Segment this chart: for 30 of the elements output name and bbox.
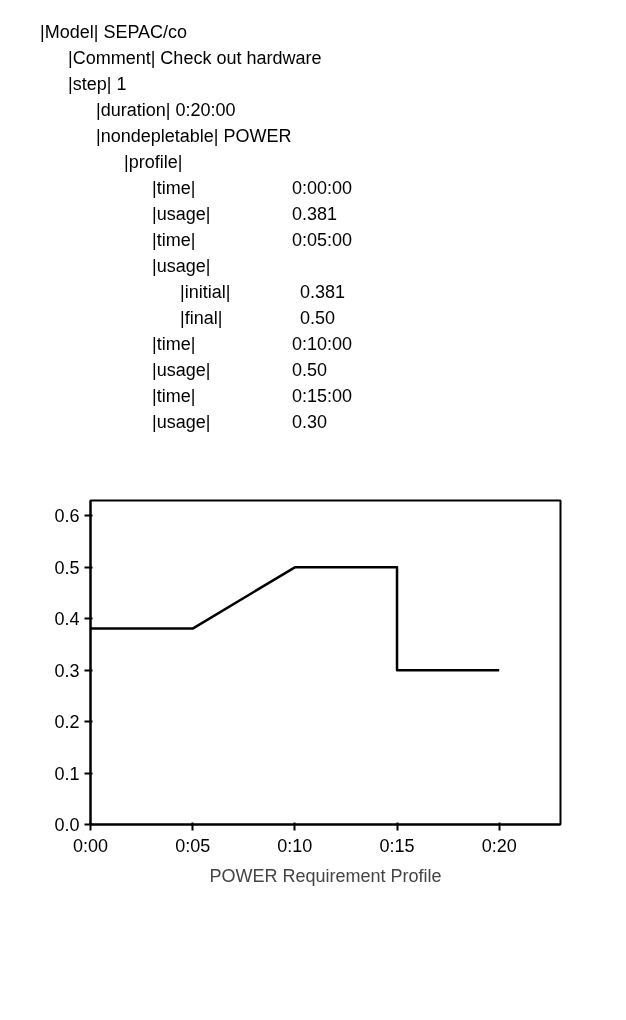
text: |time| 0:00:00 [152, 178, 353, 198]
text: |final| 0.50 [180, 308, 336, 328]
text: |Model| SEPAC/co [40, 21, 189, 44]
text: |usage| [152, 411, 212, 434]
text: |time| 0:05:00 [152, 230, 353, 250]
y-tick-label: 0.0 [54, 815, 80, 835]
x-tick-label: 0:05 [175, 835, 211, 856]
text: |duration| 0:20:00 [96, 99, 237, 122]
text: |initial| 0.381 [180, 282, 346, 302]
text: |time| 0:15:00 [152, 386, 353, 406]
text: |usage| [152, 256, 211, 276]
x-tick-label: 0:15 [379, 835, 415, 856]
y-tick-label: 0.3 [54, 660, 80, 681]
y-tick-label: 0.5 [54, 557, 80, 578]
text: |profile| [124, 151, 184, 174]
text: |time| 0:10:00 [152, 334, 353, 354]
y-tick-label: 0.6 [54, 506, 80, 527]
x-tick-label: 0:10 [277, 835, 313, 856]
y-tick-label: 0.2 [54, 712, 80, 733]
text: POWER Requirement Profile [209, 865, 442, 886]
text: |nondepletable| POWER [96, 125, 293, 148]
x-tick-label: 0:20 [481, 835, 517, 856]
text: |usage| 0.381 [152, 204, 338, 224]
y-tick-label: 0.1 [54, 763, 80, 784]
x-tick-label: 0:00 [72, 835, 109, 856]
y-tick-label: 0.4 [54, 609, 80, 630]
text: 0.30 [292, 412, 328, 432]
text: |step| 1 [68, 73, 128, 96]
text: |usage| 0.50 [152, 360, 328, 380]
text: |Comment| Check out hardware [68, 47, 323, 70]
